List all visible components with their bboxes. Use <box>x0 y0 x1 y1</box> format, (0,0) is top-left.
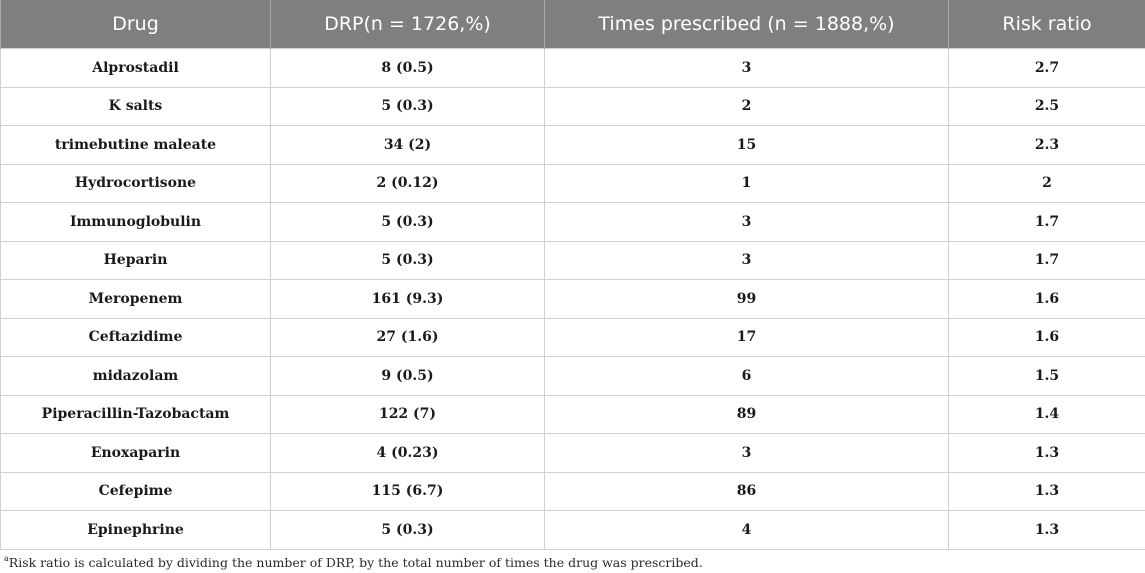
table-row: Cefepime 115 (6.7) 86 1.3 <box>0 471 1145 511</box>
cell-drp: 4 (0.23) <box>270 433 545 473</box>
cell-drp: 161 (9.3) <box>270 279 545 319</box>
cell-risk-ratio: 1.5 <box>948 356 1145 396</box>
cell-times-prescribed: 3 <box>544 240 949 280</box>
cell-times-prescribed: 4 <box>544 510 949 550</box>
cell-drp: 2 (0.12) <box>270 163 545 203</box>
header-drp: DRP(n = 1726,%) <box>270 0 545 49</box>
table-row: Epinephrine 5 (0.3) 4 1.3 <box>0 510 1145 550</box>
cell-drp: 5 (0.3) <box>270 202 545 242</box>
cell-times-prescribed: 1 <box>544 163 949 203</box>
cell-times-prescribed: 3 <box>544 202 949 242</box>
cell-risk-ratio: 1.3 <box>948 433 1145 473</box>
footnote-text: Risk ratio is calculated by dividing the… <box>8 555 703 570</box>
cell-times-prescribed: 15 <box>544 125 949 165</box>
cell-drp: 34 (2) <box>270 125 545 165</box>
cell-times-prescribed: 17 <box>544 317 949 357</box>
cell-risk-ratio: 2.5 <box>948 86 1145 126</box>
cell-risk-ratio: 2.7 <box>948 48 1145 88</box>
cell-times-prescribed: 89 <box>544 394 949 434</box>
table-row: trimebutine maleate 34 (2) 15 2.3 <box>0 125 1145 165</box>
cell-drp: 9 (0.5) <box>270 356 545 396</box>
table-body: Alprostadil 8 (0.5) 3 2.7 K salts 5 (0.3… <box>0 48 1145 550</box>
cell-drp: 5 (0.3) <box>270 510 545 550</box>
cell-times-prescribed: 6 <box>544 356 949 396</box>
header-drug: Drug <box>0 0 271 49</box>
cell-drug: Meropenem <box>0 279 271 319</box>
header-risk-ratio: Risk ratio <box>948 0 1145 49</box>
table-row: Piperacillin-Tazobactam 122 (7) 89 1.4 <box>0 394 1145 434</box>
cell-risk-ratio: 2.3 <box>948 125 1145 165</box>
table-row: midazolam 9 (0.5) 6 1.5 <box>0 356 1145 396</box>
cell-drp: 115 (6.7) <box>270 471 545 511</box>
table-row: Ceftazidime 27 (1.6) 17 1.6 <box>0 317 1145 357</box>
cell-risk-ratio: 1.7 <box>948 240 1145 280</box>
cell-drug: Epinephrine <box>0 510 271 550</box>
cell-risk-ratio: 1.3 <box>948 510 1145 550</box>
cell-risk-ratio: 1.4 <box>948 394 1145 434</box>
cell-drp: 5 (0.3) <box>270 240 545 280</box>
cell-drp: 8 (0.5) <box>270 48 545 88</box>
cell-drp: 122 (7) <box>270 394 545 434</box>
header-times-prescribed: Times prescribed (n = 1888,%) <box>544 0 949 49</box>
cell-drp: 5 (0.3) <box>270 86 545 126</box>
cell-times-prescribed: 3 <box>544 433 949 473</box>
cell-drug: Piperacillin-Tazobactam <box>0 394 271 434</box>
cell-risk-ratio: 1.6 <box>948 279 1145 319</box>
table-row: K salts 5 (0.3) 2 2.5 <box>0 86 1145 126</box>
cell-drug: Heparin <box>0 240 271 280</box>
cell-risk-ratio: 2 <box>948 163 1145 203</box>
table-row: Heparin 5 (0.3) 3 1.7 <box>0 240 1145 280</box>
cell-drug: Ceftazidime <box>0 317 271 357</box>
table-row: Meropenem 161 (9.3) 99 1.6 <box>0 279 1145 319</box>
header-row: Drug DRP(n = 1726,%) Times prescribed (n… <box>0 0 1145 49</box>
drug-risk-table: Drug DRP(n = 1726,%) Times prescribed (n… <box>0 0 1145 550</box>
cell-drug: Immunoglobulin <box>0 202 271 242</box>
table-row: Immunoglobulin 5 (0.3) 3 1.7 <box>0 202 1145 242</box>
cell-drug: Alprostadil <box>0 48 271 88</box>
table-row: Enoxaparin 4 (0.23) 3 1.3 <box>0 433 1145 473</box>
cell-drug: Hydrocortisone <box>0 163 271 203</box>
cell-times-prescribed: 86 <box>544 471 949 511</box>
drug-risk-table-container: Drug DRP(n = 1726,%) Times prescribed (n… <box>0 0 1145 550</box>
cell-drp: 27 (1.6) <box>270 317 545 357</box>
cell-drug: midazolam <box>0 356 271 396</box>
cell-drug: Enoxaparin <box>0 433 271 473</box>
cell-drug: Cefepime <box>0 471 271 511</box>
cell-times-prescribed: 3 <box>544 48 949 88</box>
cell-times-prescribed: 2 <box>544 86 949 126</box>
cell-risk-ratio: 1.3 <box>948 471 1145 511</box>
cell-risk-ratio: 1.6 <box>948 317 1145 357</box>
table-row: Hydrocortisone 2 (0.12) 1 2 <box>0 163 1145 203</box>
table-row: Alprostadil 8 (0.5) 3 2.7 <box>0 48 1145 88</box>
cell-drug: trimebutine maleate <box>0 125 271 165</box>
table-header: Drug DRP(n = 1726,%) Times prescribed (n… <box>0 0 1145 49</box>
table-footnote: aRisk ratio is calculated by dividing th… <box>4 554 703 571</box>
cell-risk-ratio: 1.7 <box>948 202 1145 242</box>
footnote-marker: a <box>4 554 9 563</box>
cell-drug: K salts <box>0 86 271 126</box>
cell-times-prescribed: 99 <box>544 279 949 319</box>
